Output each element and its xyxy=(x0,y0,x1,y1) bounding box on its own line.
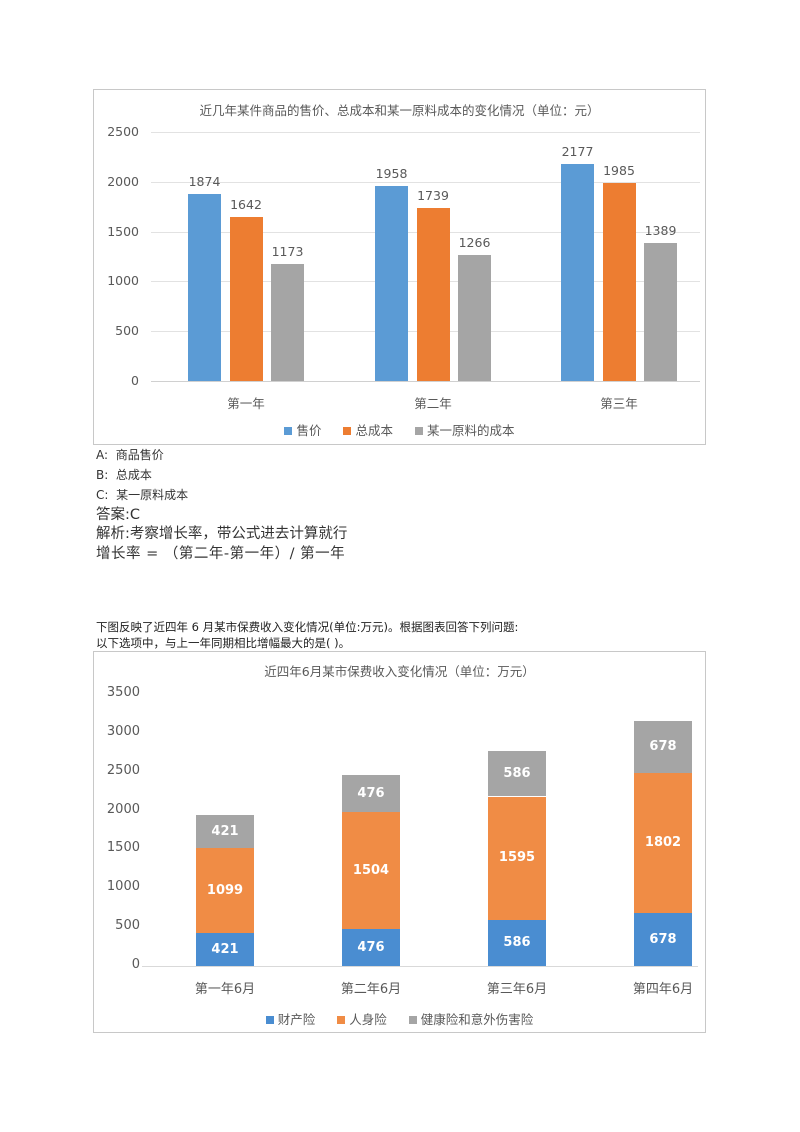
segment-value-label: 586 xyxy=(503,765,531,781)
y-tick-label: 1000 xyxy=(107,273,139,289)
bar-value-label: 1642 xyxy=(230,197,262,213)
segment-value-label: 421 xyxy=(211,941,239,957)
chart-insurance-income: 近四年6月某市保费收入变化情况（单位：万元） 0 500 1000 1500 2000 2… xyxy=(93,651,706,1033)
stacked-bar-segment xyxy=(634,773,692,914)
chart-legend: 财产险 人身险 健康险和意外伤害险 xyxy=(94,1009,705,1028)
gridline xyxy=(151,181,700,183)
chart-price-cost: 近几年某件商品的售价、总成本和某一原料成本的变化情况（单位：元） 0 500 100… xyxy=(93,89,706,445)
bar-value-label: 1958 xyxy=(375,165,408,181)
chart-title: 近四年6月某市保费收入变化情况（单位：万元） xyxy=(264,664,535,679)
x-tick-label: 第二年6月 xyxy=(340,982,402,997)
y-tick-label: 2500 xyxy=(106,762,140,778)
stacked-bar-segment xyxy=(342,775,400,813)
analysis: 解析:考察增长率，带公式进去计算就行 xyxy=(96,526,348,542)
legend-item-property: 财产险 xyxy=(265,1009,315,1028)
bar xyxy=(644,242,677,381)
legend-swatch-gray xyxy=(414,426,423,435)
legend-item-price: 售价 xyxy=(284,420,322,439)
x-tick-label: 第一年 xyxy=(227,396,265,411)
segment-value-label: 476 xyxy=(357,785,385,801)
stacked-bar-segment xyxy=(488,920,546,966)
question2-prompt: 以下选项中，与上一年同期相比增幅最大的是( )。 xyxy=(96,636,351,650)
x-axis-line xyxy=(142,966,698,967)
legend-item-life: 人身险 xyxy=(337,1009,387,1028)
bar-value-label: 1389 xyxy=(644,222,677,238)
bar-value-label: 1874 xyxy=(188,174,221,190)
stacked-bar-segment xyxy=(196,847,254,934)
stacked-bar-segment xyxy=(196,933,254,966)
question2-intro: 下图反映了近四年 6 月某市保费收入变化情况(单位:万元)。根据图表回答下列问题… xyxy=(96,620,519,634)
legend-swatch-blue xyxy=(284,426,293,435)
segment-value-label: 678 xyxy=(649,738,677,754)
stacked-bar-segment xyxy=(634,720,692,774)
x-tick-label: 第三年6月 xyxy=(486,982,548,997)
bar xyxy=(416,207,450,381)
formula: 增长率 = （第二年-第一年）/ 第一年 xyxy=(96,546,346,562)
y-tick-label: 1000 xyxy=(106,879,140,895)
legend-item-health: 健康险和意外伤害险 xyxy=(408,1009,533,1028)
bar xyxy=(271,264,304,381)
bar-value-label: 1739 xyxy=(417,187,449,203)
gridline xyxy=(151,132,700,133)
segment-value-label: 476 xyxy=(357,939,385,955)
x-tick-label: 第一年6月 xyxy=(194,982,256,997)
option-b: B: 总成本 xyxy=(96,468,152,482)
legend-swatch-orange xyxy=(343,426,352,435)
y-tick-label: 500 xyxy=(115,323,139,339)
chart-title: 近几年某件商品的售价、总成本和某一原料成本的变化情况（单位：元） xyxy=(199,103,600,118)
x-tick-label: 第二年 xyxy=(414,396,452,411)
bar-value-label: 1173 xyxy=(271,244,304,260)
legend-swatch-blue xyxy=(265,1015,274,1024)
y-tick-label: 1500 xyxy=(107,223,139,239)
answer: 答案:C xyxy=(96,507,141,523)
bar xyxy=(602,183,636,381)
y-tick-label: 3000 xyxy=(106,723,140,739)
stacked-bar-segment xyxy=(342,929,400,966)
segment-value-label: 1504 xyxy=(352,862,390,878)
y-tick-label: 2500 xyxy=(107,124,139,139)
segment-value-label: 586 xyxy=(503,935,531,951)
bar xyxy=(561,164,594,381)
gridline xyxy=(151,381,700,382)
legend-item-total-cost: 总成本 xyxy=(343,420,393,439)
y-tick-label: 500 xyxy=(115,918,140,934)
legend-item-material-cost: 某一原料的成本 xyxy=(414,420,515,439)
y-tick-label: 1500 xyxy=(106,840,140,856)
segment-value-label: 678 xyxy=(649,931,677,947)
segment-value-label: 1802 xyxy=(644,835,682,851)
option-a: A: 商品售价 xyxy=(96,448,164,462)
segment-value-label: 1595 xyxy=(498,850,536,866)
bar xyxy=(458,254,491,381)
bar-value-label: 2177 xyxy=(561,144,594,160)
stacked-bar-segment xyxy=(342,812,400,929)
bar xyxy=(375,185,408,381)
stacked-bar-segment xyxy=(634,913,692,966)
y-tick-label: 2000 xyxy=(107,173,139,189)
y-tick-label: 0 xyxy=(131,957,140,972)
bar-value-label: 1985 xyxy=(603,163,635,179)
x-tick-label: 第三年 xyxy=(600,396,638,411)
legend-swatch-gray xyxy=(408,1015,417,1024)
bar xyxy=(229,217,263,381)
legend-swatch-orange xyxy=(337,1015,346,1024)
bar xyxy=(188,194,221,381)
y-tick-label: 0 xyxy=(131,373,139,388)
option-c: C: 某一原料成本 xyxy=(96,488,189,502)
bar-value-label: 1266 xyxy=(458,234,491,250)
stacked-bar-segment xyxy=(488,750,546,797)
segment-value-label: 1099 xyxy=(206,882,244,898)
y-tick-label: 3500 xyxy=(106,685,140,700)
x-tick-label: 第四年6月 xyxy=(632,982,694,997)
stacked-bar-segment xyxy=(196,815,254,848)
segment-value-label: 421 xyxy=(211,823,239,839)
y-tick-label: 2000 xyxy=(106,801,140,817)
stacked-bar-segment xyxy=(488,796,546,921)
chart-legend: 售价 总成本 某一原料的成本 xyxy=(94,420,705,439)
